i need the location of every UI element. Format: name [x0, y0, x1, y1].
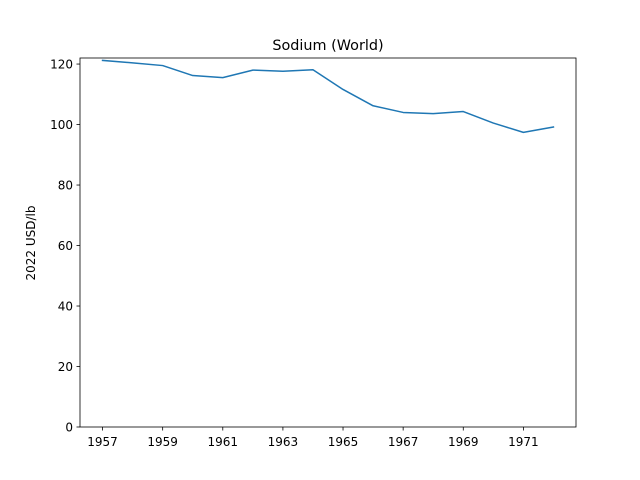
- x-tick-label: 1957: [87, 435, 118, 449]
- y-tick-label: 100: [50, 118, 73, 132]
- axes-frame: [79, 57, 577, 428]
- x-tick-label: 1963: [268, 435, 299, 449]
- y-tick-label: 60: [58, 239, 73, 253]
- y-tick-label: 80: [58, 179, 73, 193]
- plot-area: 0 20 40 60 80 100 120 1957 1959 1961 1963 1965 1967 1…: [50, 57, 577, 449]
- x-tick-label: 1969: [448, 435, 479, 449]
- x-tick-label: 1967: [388, 435, 419, 449]
- y-tick-label: 40: [58, 300, 73, 314]
- y-tick-label: 0: [65, 421, 73, 435]
- x-tick-label: 1959: [147, 435, 178, 449]
- chart-title: Sodium (World): [272, 38, 383, 54]
- x-tick-label: 1961: [208, 435, 239, 449]
- x-tick-label: 1971: [508, 435, 539, 449]
- x-tick-label: 1965: [328, 435, 359, 449]
- y-tick-label: 20: [58, 360, 73, 374]
- series-line: [101, 59, 555, 134]
- y-tick-label: 120: [50, 58, 73, 72]
- y-axis-label: 2022 USD/lb: [24, 206, 38, 281]
